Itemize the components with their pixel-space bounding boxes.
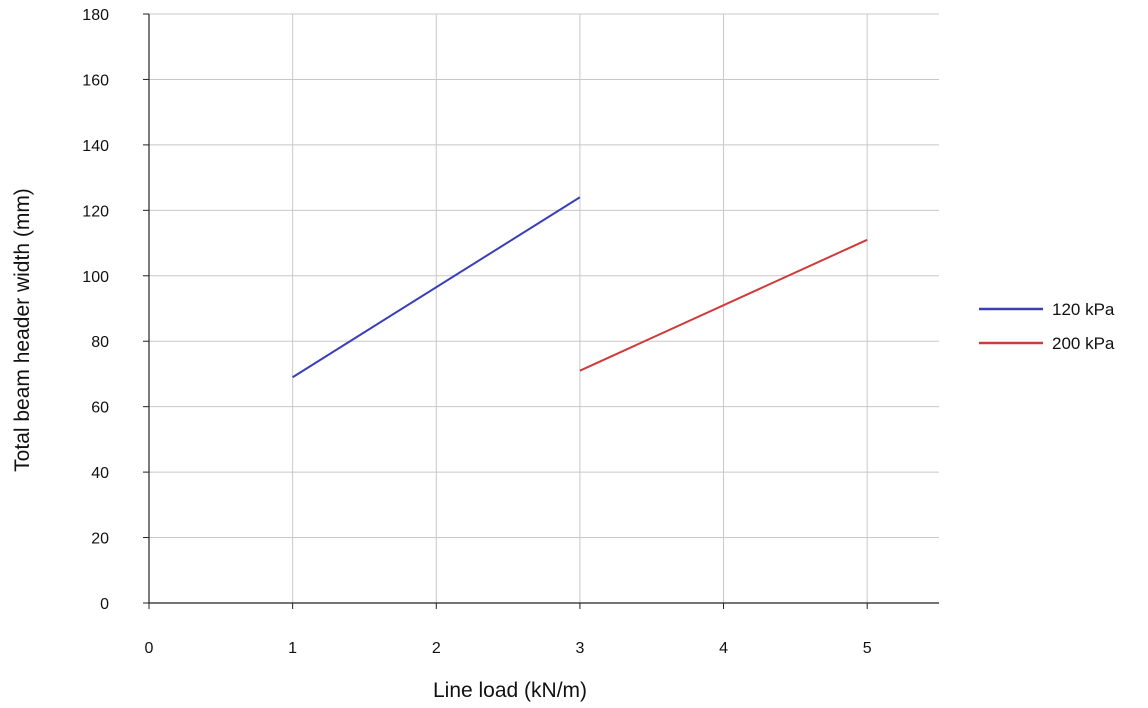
y-tick-label: 160	[82, 72, 109, 89]
y-axis-title: Total beam header width (mm)	[11, 188, 34, 472]
legend-label: 200 kPa	[1052, 334, 1115, 353]
grid-lines	[149, 13, 939, 603]
x-tick-label: 4	[719, 640, 728, 657]
y-tick-label: 0	[100, 596, 109, 613]
axes	[143, 13, 939, 609]
series-line-200-kpa	[579, 238, 868, 372]
legend-label: 120 kPa	[1052, 300, 1115, 319]
y-tick-label: 60	[91, 400, 109, 417]
y-tick-label: 120	[82, 203, 109, 220]
y-tick-label: 180	[82, 7, 109, 24]
x-tick-label: 0	[145, 640, 154, 657]
legend: 120 kPa 200 kPa	[979, 300, 1115, 353]
series-line-120-kpa	[292, 196, 581, 379]
y-tick-label: 100	[82, 269, 109, 286]
x-tick-label: 3	[575, 640, 584, 657]
y-tick-label: 80	[91, 334, 109, 351]
x-tick-label: 1	[288, 640, 297, 657]
x-axis-title: Line load (kN/m)	[433, 679, 587, 702]
x-tick-label: 2	[432, 640, 441, 657]
y-tick-label: 20	[91, 531, 109, 548]
y-tick-label: 140	[82, 138, 109, 155]
series-lines	[292, 196, 868, 379]
y-tick-label: 40	[91, 465, 109, 482]
x-tick-label: 5	[863, 640, 872, 657]
tick-labels: 0 20 40 60 80 100 120 140 160 180 0 1 2 3 4 5	[82, 7, 871, 657]
